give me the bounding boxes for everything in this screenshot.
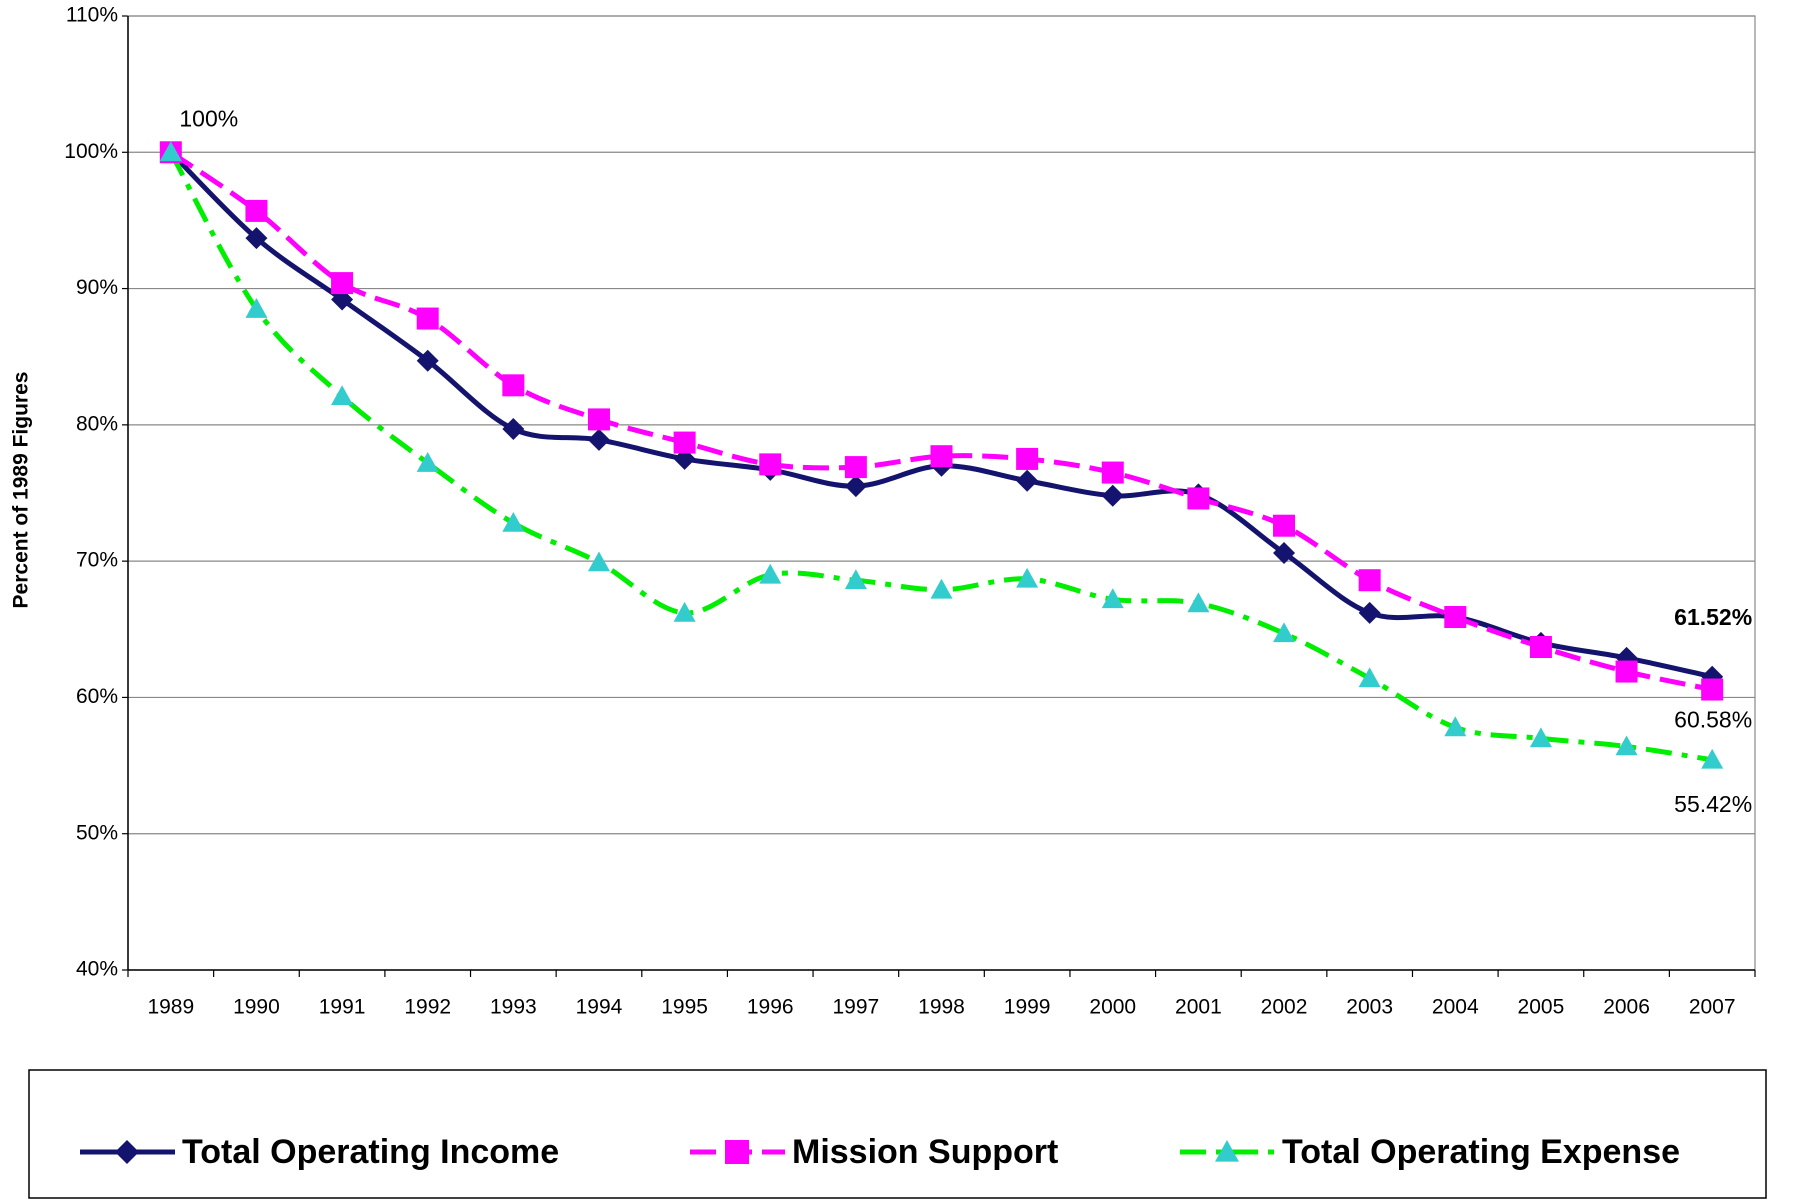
- series-line: [168, 151, 1713, 763]
- x-tick-label: 1989: [147, 996, 194, 1019]
- x-tick-label: 2004: [1432, 996, 1479, 1019]
- data-point: [1187, 487, 1210, 510]
- legend-label: Total Operating Income: [182, 1133, 559, 1171]
- data-point: [1273, 541, 1296, 564]
- data-point: [1444, 716, 1467, 737]
- data-label: 100%: [179, 105, 238, 131]
- data-point: [1101, 484, 1124, 507]
- data-point: [1273, 514, 1296, 537]
- data-point: [1273, 622, 1296, 643]
- x-tick-label: 1999: [1004, 996, 1051, 1019]
- data-point: [1016, 567, 1039, 588]
- data-point: [416, 452, 439, 472]
- legend-box: [28, 1069, 1767, 1199]
- y-tick-label: 110%: [66, 4, 118, 27]
- x-tick-label: 2003: [1346, 996, 1393, 1019]
- data-point: [673, 601, 696, 622]
- data-point: [930, 445, 953, 468]
- data-point: [1701, 678, 1724, 701]
- data-point: [587, 408, 610, 431]
- data-point: [245, 199, 268, 222]
- x-tick-label: 2006: [1603, 996, 1650, 1019]
- x-tick-label: 1990: [233, 996, 280, 1019]
- data-point: [930, 578, 953, 599]
- y-tick-label: 50%: [76, 821, 118, 844]
- data-point: [331, 272, 354, 295]
- x-tick-label: 1995: [661, 996, 708, 1019]
- legend-marker: [1215, 1140, 1239, 1162]
- data-label: 61.52%: [1674, 604, 1752, 630]
- data-point: [245, 227, 268, 250]
- y-tick-label: 90%: [76, 276, 118, 299]
- data-point: [844, 475, 867, 498]
- x-tick-label: 1996: [747, 996, 794, 1019]
- data-point: [1444, 606, 1467, 629]
- data-point: [1529, 727, 1552, 748]
- legend-label: Total Operating Expense: [1282, 1133, 1680, 1171]
- data-point: [1358, 569, 1381, 592]
- x-tick-label: 2002: [1261, 996, 1308, 1019]
- x-tick-label: 1993: [490, 996, 537, 1019]
- x-tick-label: 2007: [1689, 996, 1736, 1019]
- data-point: [416, 307, 439, 330]
- data-point: [331, 385, 354, 406]
- data-point: [673, 431, 696, 454]
- data-point: [1529, 636, 1552, 659]
- y-tick-label: 100%: [64, 140, 118, 163]
- data-point: [844, 569, 867, 590]
- data-point: [1016, 469, 1039, 492]
- data-point: [1016, 447, 1039, 470]
- y-axis-label: Percent of 1989 Figures: [10, 372, 33, 609]
- y-tick-label: 40%: [76, 958, 118, 981]
- data-point: [1187, 592, 1210, 613]
- data-point: [1615, 660, 1638, 683]
- data-point: [587, 428, 610, 451]
- legend-marker: [725, 1140, 749, 1164]
- y-tick-label: 60%: [76, 685, 118, 708]
- data-label: 55.42%: [1674, 791, 1752, 817]
- data-point: [416, 349, 439, 372]
- data-point: [587, 551, 610, 572]
- data-point: [1701, 748, 1724, 769]
- data-point: [159, 141, 182, 162]
- data-point: [1615, 735, 1638, 756]
- y-tick-label: 80%: [76, 412, 118, 435]
- data-point: [844, 456, 867, 479]
- legend-marker: [115, 1140, 139, 1164]
- data-point: [1101, 588, 1124, 609]
- x-tick-label: 2005: [1518, 996, 1565, 1019]
- data-point: [759, 453, 782, 476]
- data-point: [1358, 601, 1381, 624]
- data-label: 60.58%: [1674, 707, 1752, 733]
- x-tick-label: 2001: [1175, 996, 1222, 1019]
- data-point: [759, 563, 782, 584]
- data-point: [1101, 461, 1124, 484]
- data-point: [502, 511, 525, 532]
- x-tick-label: 1991: [319, 996, 366, 1019]
- x-tick-label: 2000: [1089, 996, 1136, 1019]
- data-point: [502, 374, 525, 397]
- x-tick-label: 1994: [576, 996, 623, 1019]
- data-point: [502, 417, 525, 440]
- y-tick-label: 70%: [76, 549, 118, 572]
- legend-label: Mission Support: [792, 1133, 1058, 1171]
- x-tick-label: 1998: [918, 996, 965, 1019]
- data-point: [1358, 667, 1381, 688]
- x-tick-label: 1997: [833, 996, 880, 1019]
- data-point: [245, 298, 268, 318]
- x-tick-label: 1992: [404, 996, 451, 1019]
